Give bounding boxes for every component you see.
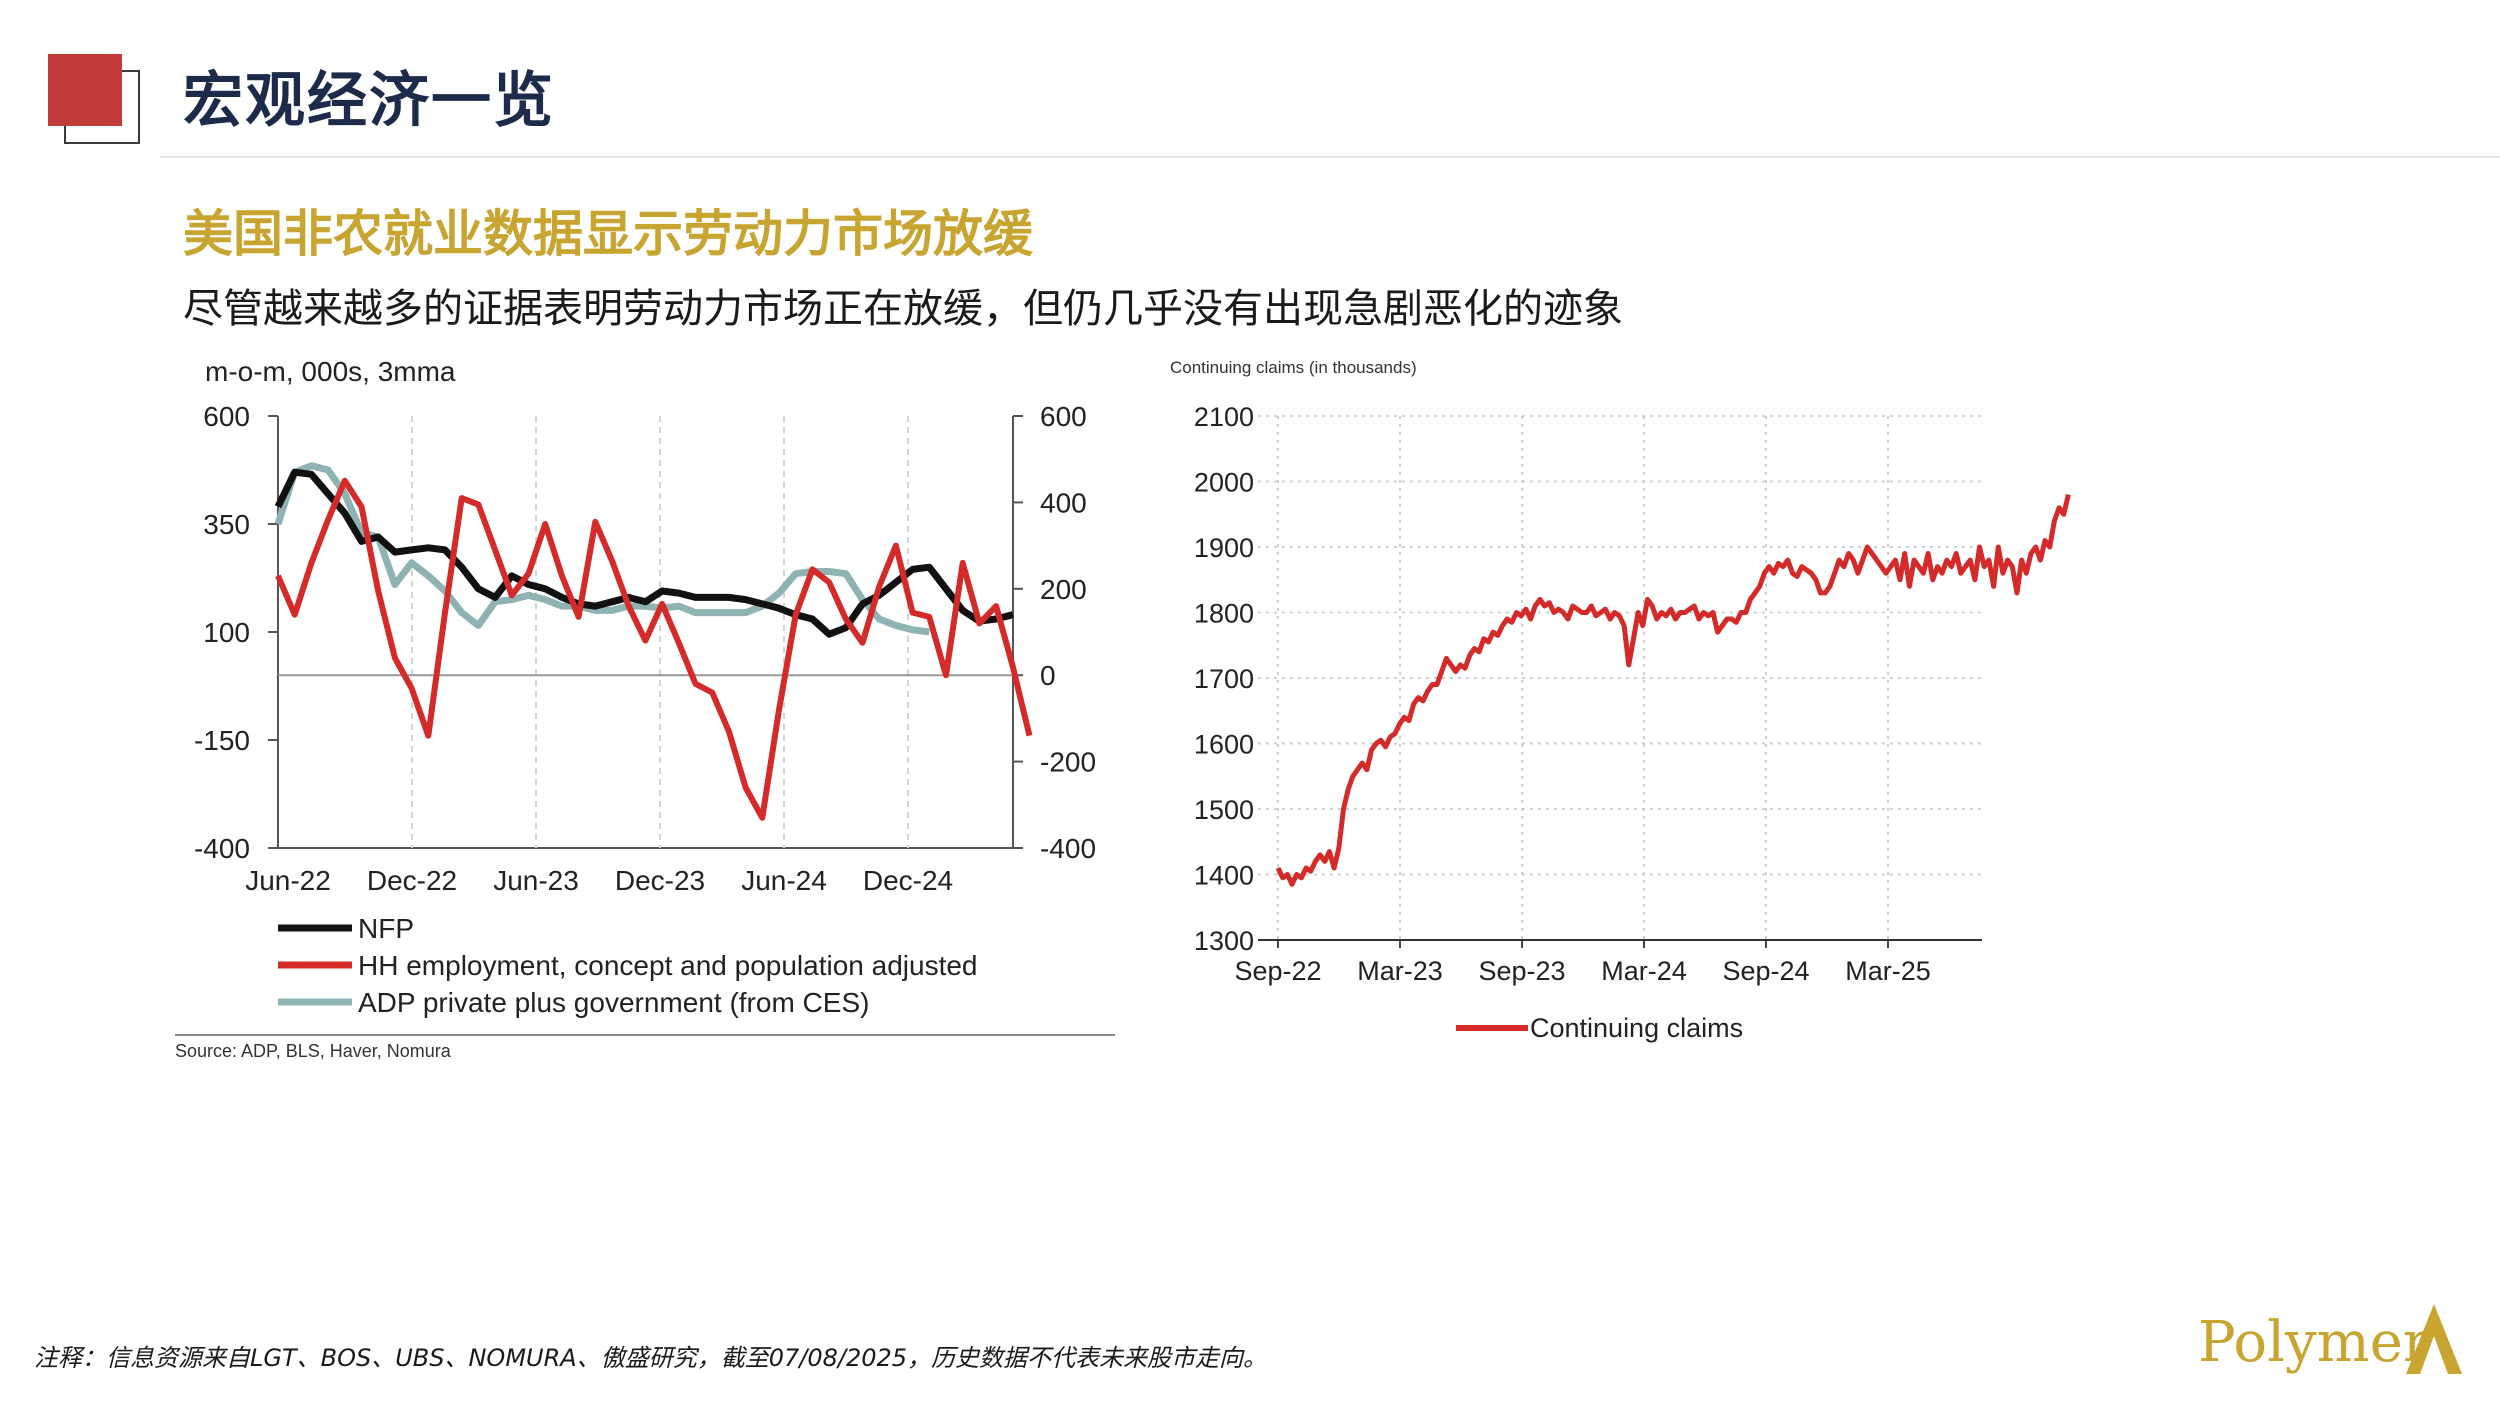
chart1-legend-label: HH employment, concept and population ad… bbox=[358, 950, 978, 981]
chart2-x-tick-label: Mar-25 bbox=[1845, 956, 1931, 986]
chart2-series-claims-line bbox=[1275, 494, 2071, 887]
chart2-legend-label: Continuing claims bbox=[1530, 1013, 1743, 1043]
title-divider bbox=[160, 156, 2500, 158]
chart2-x-tick-label: Sep-24 bbox=[1722, 956, 1809, 986]
chart1-right-tick-label: 400 bbox=[1040, 487, 1087, 518]
chart1-x-tick-label: Jun-22 bbox=[245, 865, 331, 896]
chart1-x-tick-label: Dec-23 bbox=[615, 865, 705, 896]
chart2-y-tick-label: 2100 bbox=[1194, 402, 1254, 432]
chart1-left-tick-label: -400 bbox=[194, 833, 250, 864]
chart1-x-tick-label: Dec-22 bbox=[367, 865, 457, 896]
page-title: 宏观经济一览 bbox=[183, 66, 555, 136]
chart1-title: m-o-m, 000s, 3mma bbox=[205, 356, 456, 387]
chart1-right-tick-label: 600 bbox=[1040, 401, 1087, 432]
subheadline: 尽管越来越多的证据表明劳动力市场正在放缓，但仍几乎没有出现急剧恶化的迹象 bbox=[183, 286, 1623, 332]
logo-red-square bbox=[48, 54, 122, 126]
chart1-legend-label: ADP private plus government (from CES) bbox=[358, 987, 869, 1018]
chart1-left-tick-label: 600 bbox=[203, 401, 250, 432]
chart1-source: Source: ADP, BLS, Haver, Nomura bbox=[175, 1041, 452, 1061]
chart2-title: Continuing claims (in thousands) bbox=[1170, 358, 1417, 377]
chart2-y-tick-label: 1900 bbox=[1194, 533, 1254, 563]
chart1-right-tick-label: 0 bbox=[1040, 660, 1056, 691]
headline: 美国非农就业数据显示劳动力市场放缓 bbox=[183, 205, 1033, 263]
chart1-left-tick-label: -150 bbox=[194, 725, 250, 756]
chart1-left-tick-label: 350 bbox=[203, 509, 250, 540]
brand-a-glyph-icon bbox=[2406, 1304, 2462, 1374]
chart2-y-tick-label: 1700 bbox=[1194, 664, 1254, 694]
chart1-series-hh-line bbox=[275, 477, 1033, 821]
chart1-x-tick-label: Jun-23 bbox=[493, 865, 579, 896]
section-logo-mark bbox=[48, 54, 142, 144]
chart1-series-adp-line bbox=[274, 462, 930, 636]
footnote: 注释：信息资源来自LGT、BOS、UBS、NOMURA、傲盛研究，截至07/08… bbox=[34, 1344, 1268, 1372]
chart2-y-tick-label: 1800 bbox=[1194, 599, 1254, 629]
chart2-y-tick-label: 1500 bbox=[1194, 795, 1254, 825]
brand-name: Polymer bbox=[2198, 1310, 2430, 1375]
chart1-right-tick-label: -400 bbox=[1040, 833, 1096, 864]
chart2-x-tick-label: Sep-22 bbox=[1234, 956, 1321, 986]
chart2-y-tick-label: 1400 bbox=[1194, 861, 1254, 891]
chart1-x-tick-label: Dec-24 bbox=[863, 865, 953, 896]
chart2-x-tick-label: Mar-23 bbox=[1357, 956, 1443, 986]
chart1-left-tick-label: 100 bbox=[203, 617, 250, 648]
chart1-legend-label: NFP bbox=[358, 913, 414, 944]
chart1-x-tick-label: Jun-24 bbox=[741, 865, 827, 896]
chart2-x-tick-label: Sep-23 bbox=[1478, 956, 1565, 986]
chart2-y-tick-label: 1600 bbox=[1194, 730, 1254, 760]
chart1-right-tick-label: 200 bbox=[1040, 574, 1087, 605]
chart2-y-tick-label: 2000 bbox=[1194, 468, 1254, 498]
chart1-right-tick-label: -200 bbox=[1040, 747, 1096, 778]
chart2-y-tick-label: 1300 bbox=[1194, 926, 1254, 956]
chart2-x-tick-label: Mar-24 bbox=[1601, 956, 1687, 986]
brand-logo: Polymer bbox=[2198, 1302, 2468, 1382]
chart1-series-nfp-line bbox=[274, 468, 1014, 638]
